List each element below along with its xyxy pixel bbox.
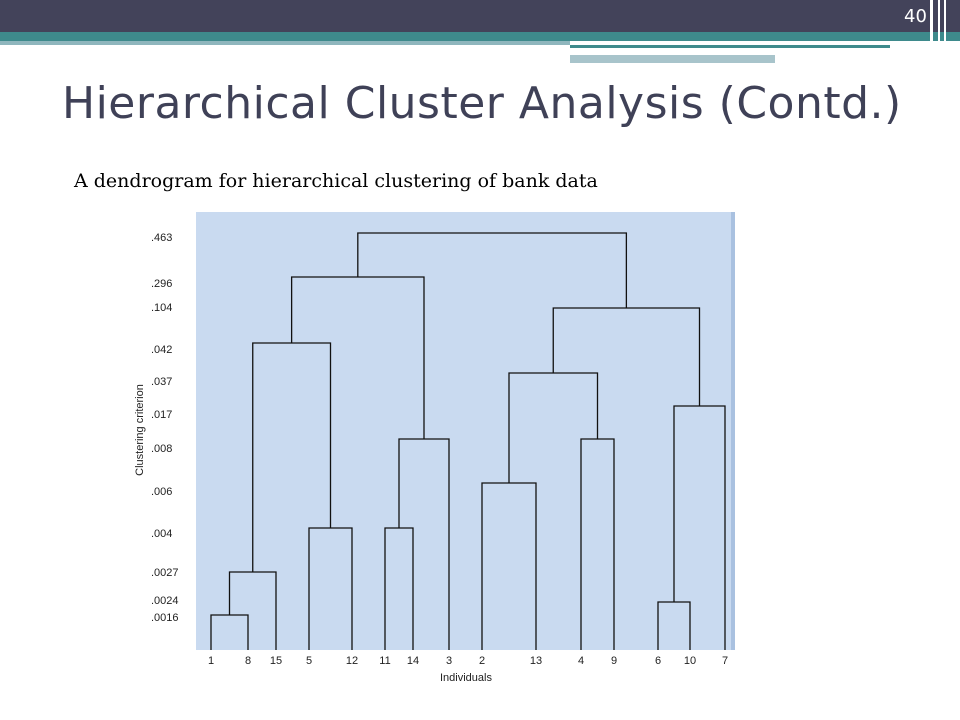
y-tick-label: .017 xyxy=(151,409,172,421)
merge-link xyxy=(508,372,599,483)
y-tick-label: .0016 xyxy=(151,612,179,624)
merge-link xyxy=(228,571,277,650)
y-tick-label: .0027 xyxy=(151,567,179,579)
leaf-label: 3 xyxy=(446,655,452,667)
merge-link xyxy=(398,438,450,650)
leaf-label: 4 xyxy=(578,655,584,667)
merge-link xyxy=(308,527,353,650)
merge-link xyxy=(552,307,701,406)
y-tick-label: .042 xyxy=(151,344,172,356)
y-tick-label: .008 xyxy=(151,443,172,455)
leaf-label: 9 xyxy=(611,655,617,667)
leaf-label: 1 xyxy=(208,655,214,667)
merge-link xyxy=(210,614,249,650)
merge-link xyxy=(481,482,537,650)
subtitle: A dendrogram for hierarchical clustering… xyxy=(74,170,598,192)
leaf-label: 11 xyxy=(379,655,390,667)
merge-link xyxy=(657,601,691,650)
y-tick-label: .004 xyxy=(151,528,172,540)
leaf-label: 5 xyxy=(306,655,312,667)
merge-link xyxy=(252,342,332,572)
title: Hierarchical Cluster Analysis (Contd.) xyxy=(62,78,902,129)
y-tick-label: .037 xyxy=(151,376,172,388)
leaf-label: 14 xyxy=(407,655,419,667)
merge-link xyxy=(357,232,628,308)
x-label: Individuals xyxy=(440,672,492,684)
merge-link xyxy=(673,405,726,650)
y-tick-label: .006 xyxy=(151,486,172,498)
y-tick-label: .104 xyxy=(151,302,172,314)
leaf-label: 6 xyxy=(655,655,661,667)
merge-link xyxy=(290,276,425,439)
merge-link xyxy=(580,438,615,650)
y-tick-label: .0024 xyxy=(151,595,179,607)
leaf-label: 13 xyxy=(530,655,542,667)
leaf-label: 15 xyxy=(270,655,282,667)
y-label: Clustering criterion xyxy=(134,384,146,476)
y-tick-label: .296 xyxy=(151,278,172,290)
leaf-label: 10 xyxy=(684,655,696,667)
slide-number: 40 xyxy=(904,6,927,27)
leaf-label: 12 xyxy=(346,655,358,667)
leaf-label: 7 xyxy=(722,655,728,667)
leaf-label: 8 xyxy=(245,655,251,667)
leaf-label: 2 xyxy=(479,655,485,667)
y-tick-label: .463 xyxy=(151,232,172,244)
merge-link xyxy=(384,527,414,650)
